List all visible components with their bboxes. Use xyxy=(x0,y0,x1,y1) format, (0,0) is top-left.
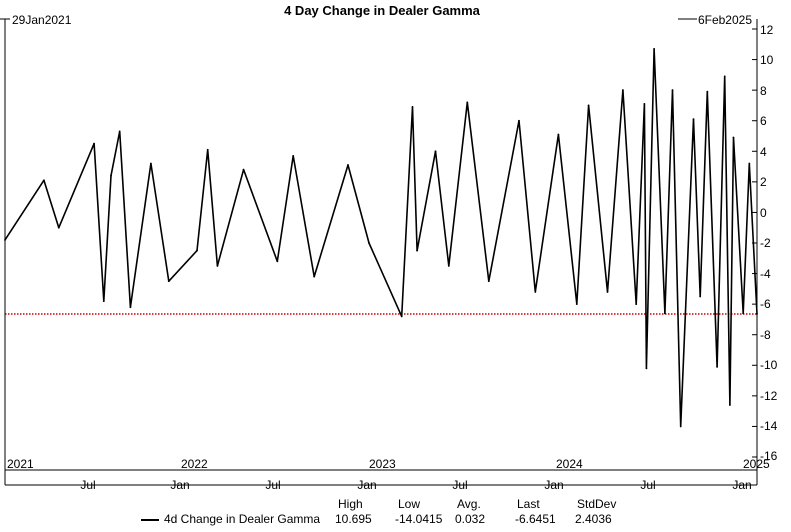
data-point xyxy=(487,280,490,283)
y-tick-label: 0 xyxy=(760,206,767,220)
data-point xyxy=(242,168,245,171)
data-point xyxy=(575,303,578,306)
start-date-label: 29Jan2021 xyxy=(12,13,72,27)
year-label: 2022 xyxy=(181,457,208,471)
month-label: Jan xyxy=(544,478,563,492)
data-point xyxy=(167,280,170,283)
data-point xyxy=(292,154,295,157)
data-point xyxy=(216,265,219,267)
y-tick-label: -8 xyxy=(760,328,771,342)
y-tick-label: 10 xyxy=(760,53,774,67)
data-point xyxy=(149,162,152,165)
data-point xyxy=(732,136,735,139)
data-point xyxy=(621,89,624,92)
data-point xyxy=(118,130,121,133)
data-point xyxy=(692,118,695,121)
plot-group xyxy=(4,28,758,458)
y-tick-label: -2 xyxy=(760,236,771,250)
end-date-label: 6Feb2025 xyxy=(698,13,752,27)
y-tick-label: -6 xyxy=(760,297,771,311)
data-point xyxy=(557,133,560,136)
data-point xyxy=(748,162,751,165)
data-point xyxy=(671,89,674,92)
data-point xyxy=(43,179,45,182)
y-tick-label: -10 xyxy=(760,358,778,372)
data-point xyxy=(606,291,609,293)
data-point xyxy=(645,367,648,370)
data-point xyxy=(466,101,469,104)
month-label: Jan xyxy=(357,478,376,492)
year-label: 2023 xyxy=(369,457,396,471)
data-point xyxy=(679,425,682,428)
month-label: Jul xyxy=(265,478,280,492)
y-tick-label: 12 xyxy=(760,23,774,37)
data-point xyxy=(434,150,437,153)
data-point xyxy=(728,404,731,406)
data-point xyxy=(276,260,279,263)
data-point xyxy=(102,300,105,302)
month-label: Jul xyxy=(80,478,95,492)
data-point xyxy=(716,365,718,368)
month-label: Jul xyxy=(640,478,655,492)
series-line xyxy=(4,48,758,428)
data-point xyxy=(635,303,638,306)
chart-title: 4 Day Change in Dealer Gamma xyxy=(284,3,481,18)
data-point xyxy=(534,291,537,293)
data-point xyxy=(447,265,450,267)
data-point xyxy=(129,306,132,309)
data-point xyxy=(196,249,198,252)
y-tick-label: -14 xyxy=(760,419,778,433)
y-tick-label: 8 xyxy=(760,84,767,98)
data-point xyxy=(411,106,414,108)
data-point xyxy=(643,103,646,105)
data-point xyxy=(742,312,745,315)
month-label: Jan xyxy=(732,478,751,492)
data-point xyxy=(368,242,370,244)
data-point xyxy=(416,249,418,252)
y-tick-label: -16 xyxy=(760,449,778,463)
data-point xyxy=(400,315,403,318)
month-label: Jul xyxy=(452,478,467,492)
data-point xyxy=(57,226,60,229)
y-tick-label: 4 xyxy=(760,145,767,159)
y-tick-label: 6 xyxy=(760,114,767,128)
data-point xyxy=(723,75,726,78)
y-tick-label: 2 xyxy=(760,175,767,189)
y-tick-label: -12 xyxy=(760,389,778,403)
data-point xyxy=(347,164,349,166)
data-point xyxy=(653,47,656,50)
data-point xyxy=(206,148,209,151)
data-point xyxy=(518,119,520,122)
year-label: 2024 xyxy=(556,457,583,471)
data-point xyxy=(93,142,95,145)
y-tick-label: -4 xyxy=(760,267,771,281)
year-label: 2021 xyxy=(7,457,34,471)
data-point xyxy=(313,275,316,278)
year-label: 2025 xyxy=(743,457,770,471)
data-point xyxy=(587,104,590,107)
data-point xyxy=(663,312,666,315)
data-point xyxy=(110,174,112,177)
data-point xyxy=(706,90,709,93)
month-label: Jan xyxy=(170,478,189,492)
data-point xyxy=(699,295,702,298)
